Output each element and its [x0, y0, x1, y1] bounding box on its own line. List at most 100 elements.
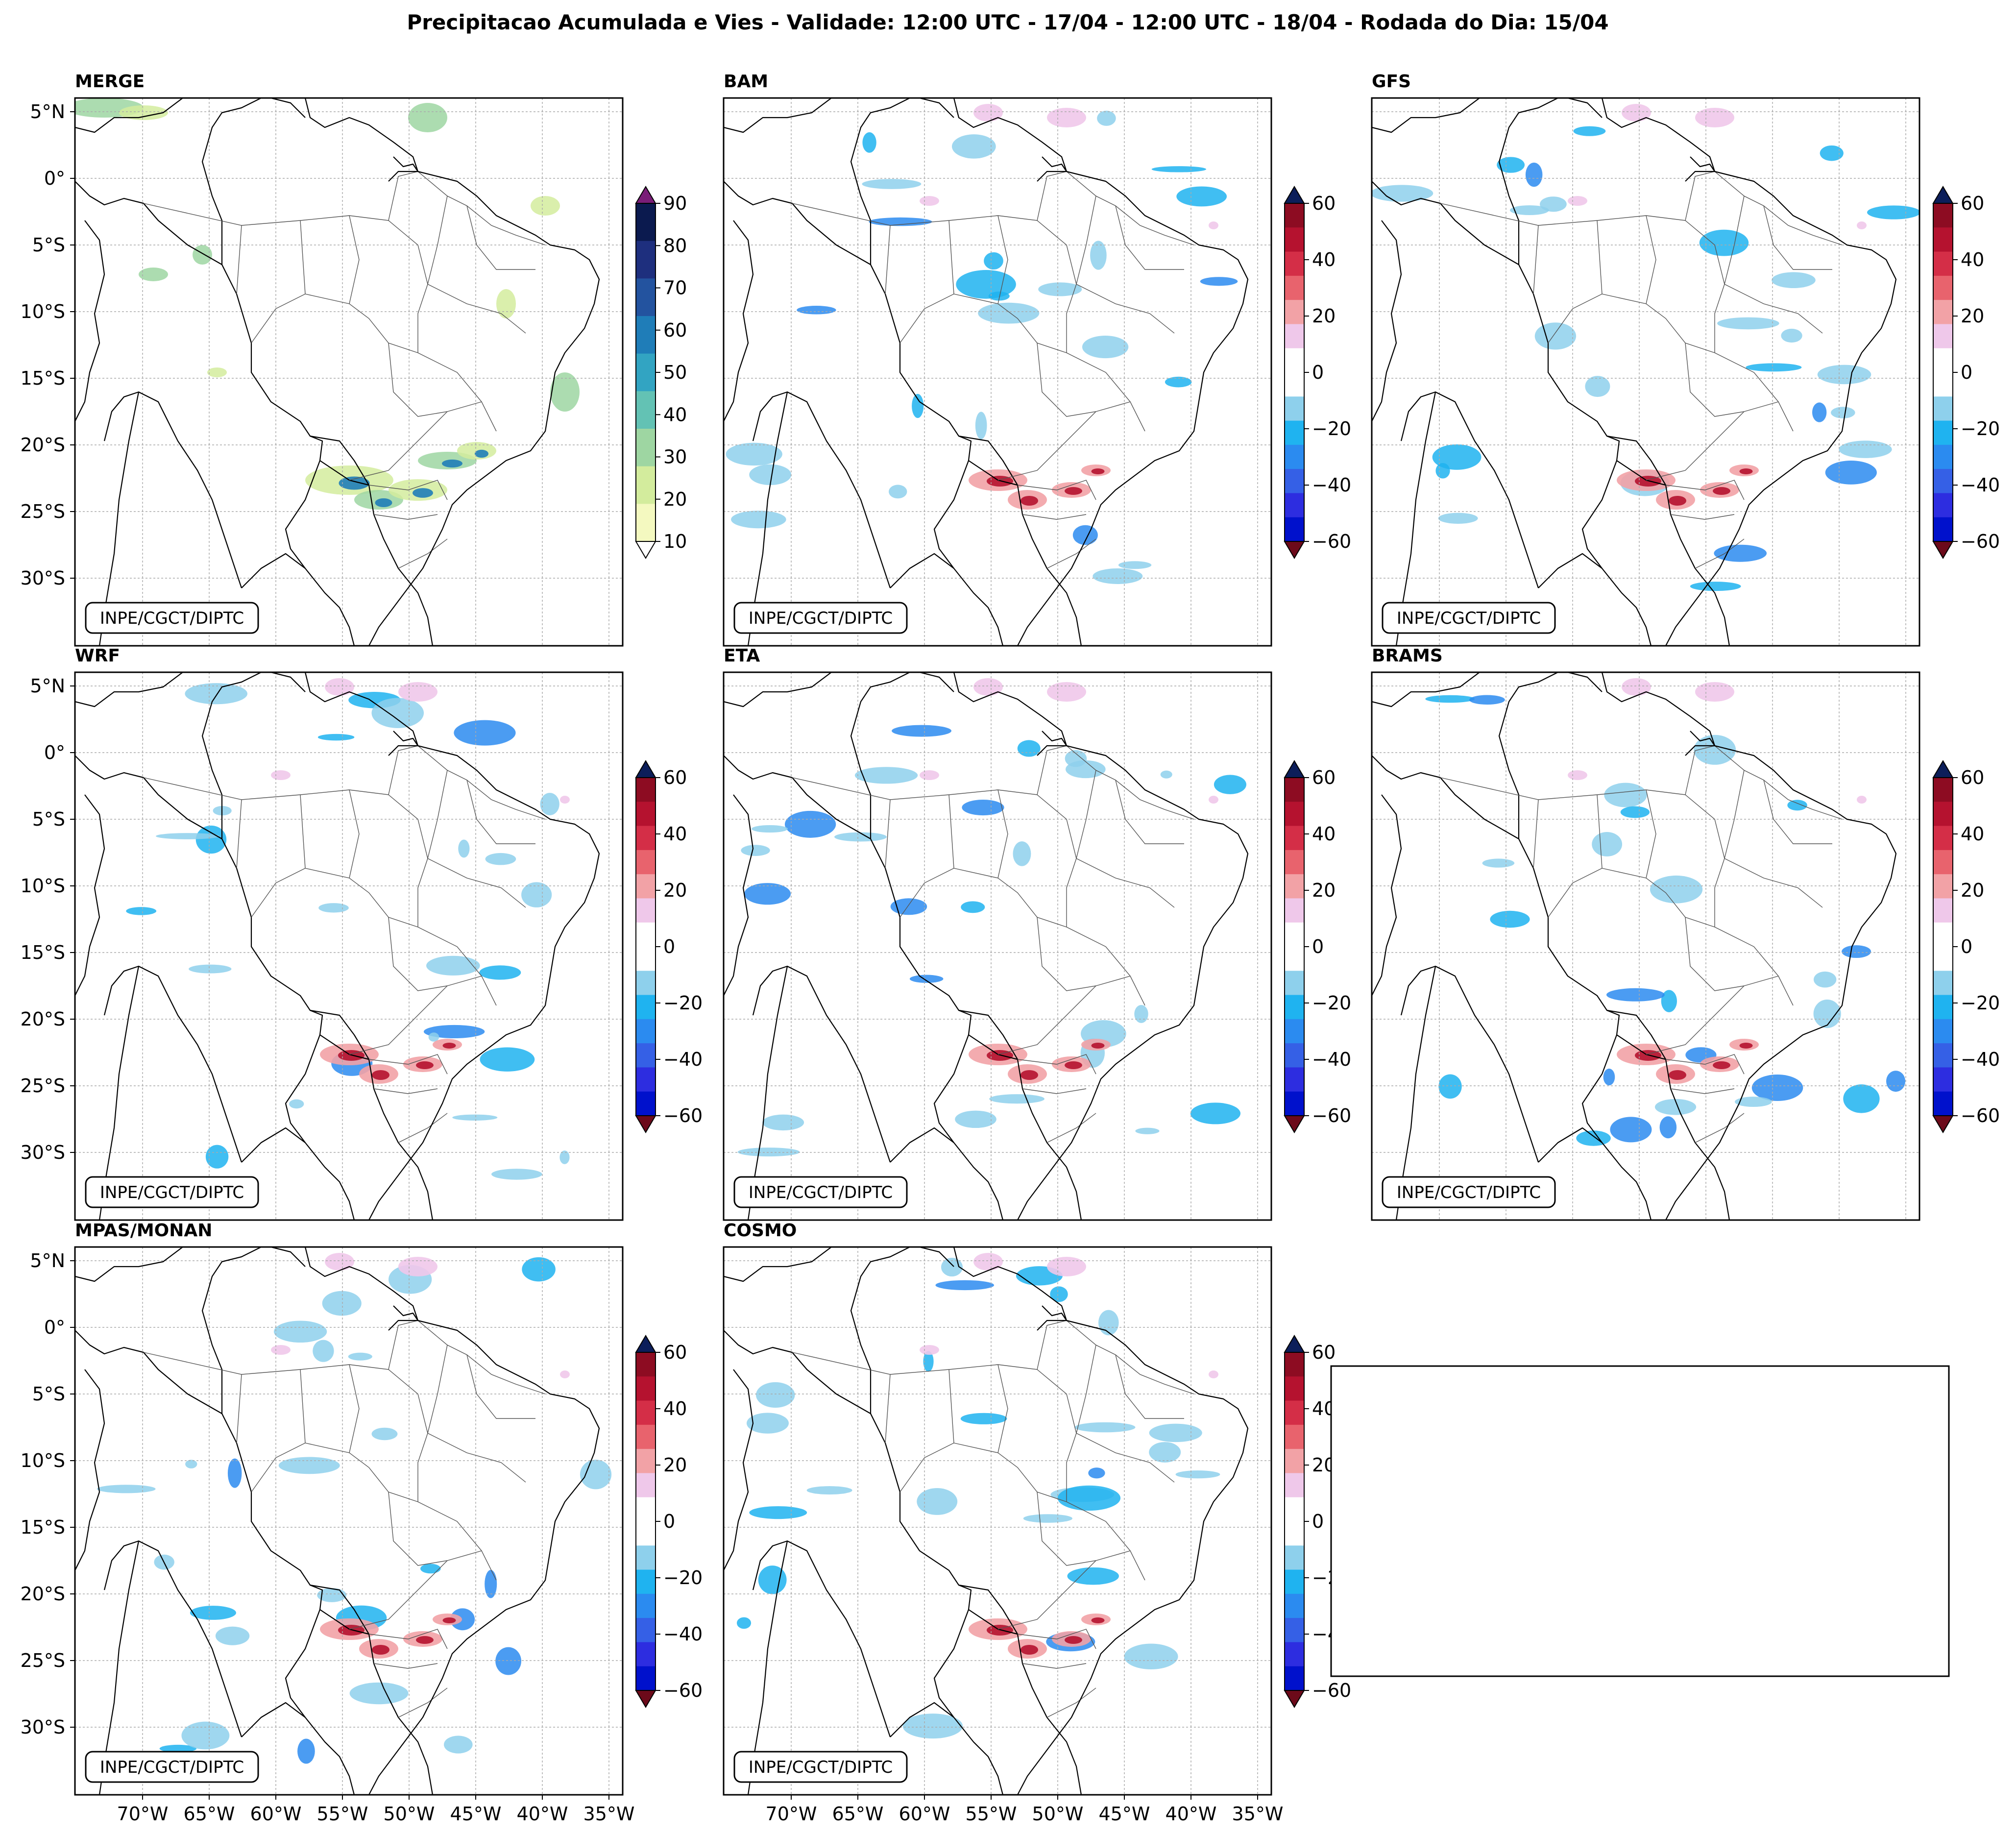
- positive-bias-area: [1610, 1117, 1652, 1143]
- colorbar-segment: [1933, 898, 1953, 923]
- colorbar-tick-label: 40: [1312, 249, 1336, 270]
- lon-tick-label: 60°W: [899, 1803, 950, 1825]
- positive-bias-area: [1814, 971, 1837, 988]
- colorbar-segment: [1285, 324, 1304, 349]
- credit-label: INPE/CGCT/DIPTC: [733, 1751, 908, 1783]
- precip-area: [496, 289, 516, 318]
- positive-bias-area: [1604, 783, 1647, 807]
- positive-bias-area: [1038, 282, 1082, 296]
- panel-title: WRF: [75, 646, 120, 666]
- negative-bias-core: [416, 1636, 434, 1644]
- positive-bias-area: [1176, 186, 1227, 207]
- positive-bias-area: [185, 1460, 197, 1468]
- positive-bias-area: [348, 1352, 372, 1361]
- positive-bias-area: [479, 965, 521, 980]
- positive-bias-area: [1787, 800, 1807, 811]
- colorbar-segment: [1285, 1091, 1304, 1116]
- positive-bias-area: [1074, 1422, 1136, 1433]
- positive-bias-area: [746, 1413, 789, 1434]
- colorbar-segment: [1285, 1545, 1304, 1570]
- positive-bias-area: [917, 1488, 958, 1515]
- positive-bias-area: [1746, 363, 1802, 372]
- positive-bias-area: [961, 901, 985, 913]
- colorbar-tick-label: 60: [1312, 1342, 1336, 1363]
- credit-text: INPE/CGCT/DIPTC: [100, 609, 244, 628]
- colorbar: 60 40 20 0 −20 −40 −60: [1284, 186, 1351, 559]
- colorbar-extend-bottom: [1284, 541, 1305, 559]
- negative-bias-core: [1669, 1070, 1686, 1080]
- positive-bias-area: [1592, 831, 1623, 856]
- colorbar-tick-label: 20: [663, 489, 687, 510]
- positive-bias-area: [1839, 440, 1892, 458]
- colorbar-tick-label: 30: [663, 446, 687, 468]
- negative-bias-area: [325, 678, 354, 696]
- positive-bias-area: [962, 799, 1004, 816]
- colorbar-segment: [1285, 469, 1304, 493]
- positive-bias-area: [1118, 561, 1152, 569]
- colorbar-tick-label: −20: [1312, 418, 1351, 440]
- positive-bias-area: [1090, 241, 1107, 270]
- colorbar-tick-label: −20: [663, 992, 703, 1014]
- positive-bias-area: [984, 252, 1003, 270]
- colorbar-segment: [1933, 300, 1953, 324]
- positive-bias-area: [428, 1032, 439, 1042]
- positive-bias-area: [1525, 162, 1543, 187]
- lat-tick-label: 5°N: [30, 1250, 65, 1272]
- positive-bias-area: [1820, 145, 1844, 161]
- colorbar-segment: [636, 826, 656, 851]
- negative-bias-core: [1739, 468, 1753, 474]
- colorbar: 60 40 20 0 −20 −40 −60: [1932, 186, 2000, 559]
- colorbar-segment: [1285, 874, 1304, 899]
- colorbar-tick-label: 50: [663, 362, 687, 383]
- negative-bias-core: [372, 1645, 389, 1655]
- map-panel-cosmo: COSMO INPE/CGCT/DIPTC 70°W 65°W 60°W 55°W 50°W…: [723, 1221, 1283, 1825]
- colorbar: 60 40 20 0 −20 −40 −60: [1932, 760, 2000, 1133]
- colorbar-tick-label: −60: [1312, 1105, 1351, 1126]
- positive-bias-area: [1124, 1643, 1178, 1670]
- negative-bias-core: [1713, 487, 1730, 495]
- positive-bias-area: [1088, 1467, 1105, 1479]
- negative-bias-area: [1047, 682, 1086, 702]
- colorbar-tick-label: 60: [663, 1342, 687, 1363]
- positive-bias-area: [1606, 988, 1665, 1002]
- positive-bias-area: [126, 907, 157, 915]
- colorbar-extend-top: [1284, 1335, 1305, 1353]
- positive-bias-area: [834, 832, 887, 842]
- positive-bias-area: [737, 1148, 800, 1157]
- colorbar-segment: [1933, 275, 1953, 300]
- positive-bias-area: [540, 793, 559, 815]
- colorbar-segment: [1285, 444, 1304, 469]
- colorbar-segment: [636, 850, 656, 875]
- colorbar: 60 40 20 0 −20 −40 −60: [635, 760, 703, 1133]
- positive-bias-area: [190, 1606, 236, 1620]
- colorbar-extend-top: [1932, 186, 1954, 204]
- negative-bias-core: [1739, 1043, 1753, 1049]
- negative-bias-area: [973, 1253, 1003, 1271]
- positive-bias-area: [289, 1099, 304, 1109]
- map-panel-mpas-monan: MPAS/MONAN INPE/CGCT/DIPTC 5°N 0° 5°S 10°S 15°…: [21, 1221, 635, 1825]
- figure-title: Precipitacao Acumulada e Vies - Validade…: [407, 10, 1608, 34]
- colorbar-segment: [636, 241, 656, 279]
- colorbar-segment: [1933, 251, 1953, 276]
- positive-bias-area: [522, 1257, 556, 1282]
- colorbar-segment: [636, 1043, 656, 1068]
- lat-tick-label: 25°S: [21, 501, 65, 522]
- negative-bias-area: [1568, 770, 1587, 780]
- positive-bias-area: [458, 839, 470, 858]
- colorbar-segment: [1933, 493, 1953, 518]
- positive-bias-area: [749, 464, 792, 485]
- positive-bias-area: [1425, 695, 1475, 703]
- colorbar-segment: [636, 898, 656, 923]
- credit-text: INPE/CGCT/DIPTC: [749, 1183, 893, 1202]
- negative-bias-area: [1209, 221, 1218, 229]
- positive-bias-area: [1134, 1004, 1148, 1023]
- positive-bias-area: [912, 393, 924, 418]
- positive-bias-area: [227, 1458, 242, 1488]
- colorbar-segment: [636, 778, 656, 802]
- positive-bias-area: [1190, 1102, 1241, 1125]
- colorbar-segment: [1285, 995, 1304, 1020]
- positive-bias-area: [1372, 185, 1433, 202]
- positive-bias-area: [960, 1413, 1007, 1424]
- negative-bias-area: [398, 1257, 437, 1276]
